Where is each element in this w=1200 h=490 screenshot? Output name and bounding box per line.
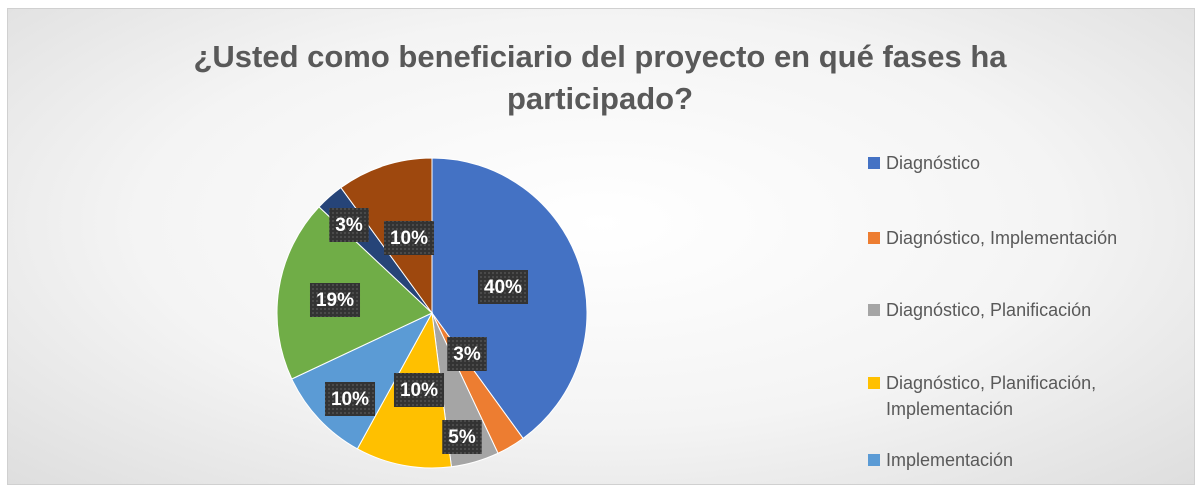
data-label: 10% <box>393 373 445 407</box>
data-label-box <box>442 420 482 454</box>
legend-label: Diagnóstico, Planificación, Implementaci… <box>886 373 1097 419</box>
data-label: 3% <box>447 337 487 371</box>
data-label-box <box>324 382 376 416</box>
data-label-text: 10% <box>390 228 428 249</box>
data-label-text: 3% <box>453 344 481 365</box>
data-label-box <box>383 221 435 255</box>
data-label: 3% <box>329 208 369 242</box>
data-label: 10% <box>324 382 376 416</box>
legend-label: Diagnóstico <box>886 153 981 173</box>
data-label-text: 40% <box>484 277 522 298</box>
legend-item: Diagnóstico <box>868 150 1168 176</box>
data-label-text: 10% <box>331 389 369 410</box>
legend-label: Diagnóstico, Implementación <box>886 228 1118 248</box>
chart-area <box>7 8 1195 485</box>
data-label: 19% <box>309 283 361 317</box>
legend-label: Implementación <box>886 450 1014 470</box>
data-label: 40% <box>477 270 529 304</box>
legend-swatch <box>868 304 880 316</box>
data-label-text: 5% <box>448 427 476 448</box>
legend-swatch <box>868 157 880 169</box>
data-label-box <box>393 373 445 407</box>
data-label-box <box>329 208 369 242</box>
legend-label: Diagnóstico, Planificación <box>886 300 1092 320</box>
legend-item: Implementación <box>868 447 1168 473</box>
legend-swatch <box>868 232 880 244</box>
data-label-text: 10% <box>400 380 438 401</box>
legend-swatch <box>868 377 880 389</box>
data-label-box <box>309 283 361 317</box>
data-label-text: 19% <box>316 290 354 311</box>
data-label: 10% <box>383 221 435 255</box>
legend-swatch <box>868 454 880 466</box>
data-label-box <box>447 337 487 371</box>
legend-item: Diagnóstico, Implementación <box>868 225 1168 251</box>
legend-item: Diagnóstico, Planificación, Implementaci… <box>868 370 1168 422</box>
data-label-text: 3% <box>335 215 363 236</box>
data-label-box <box>477 270 529 304</box>
data-label: 5% <box>442 420 482 454</box>
chart-title: ¿Usted como beneficiario del proyecto en… <box>193 39 1007 116</box>
legend-item: Diagnóstico, Planificación <box>868 297 1168 323</box>
